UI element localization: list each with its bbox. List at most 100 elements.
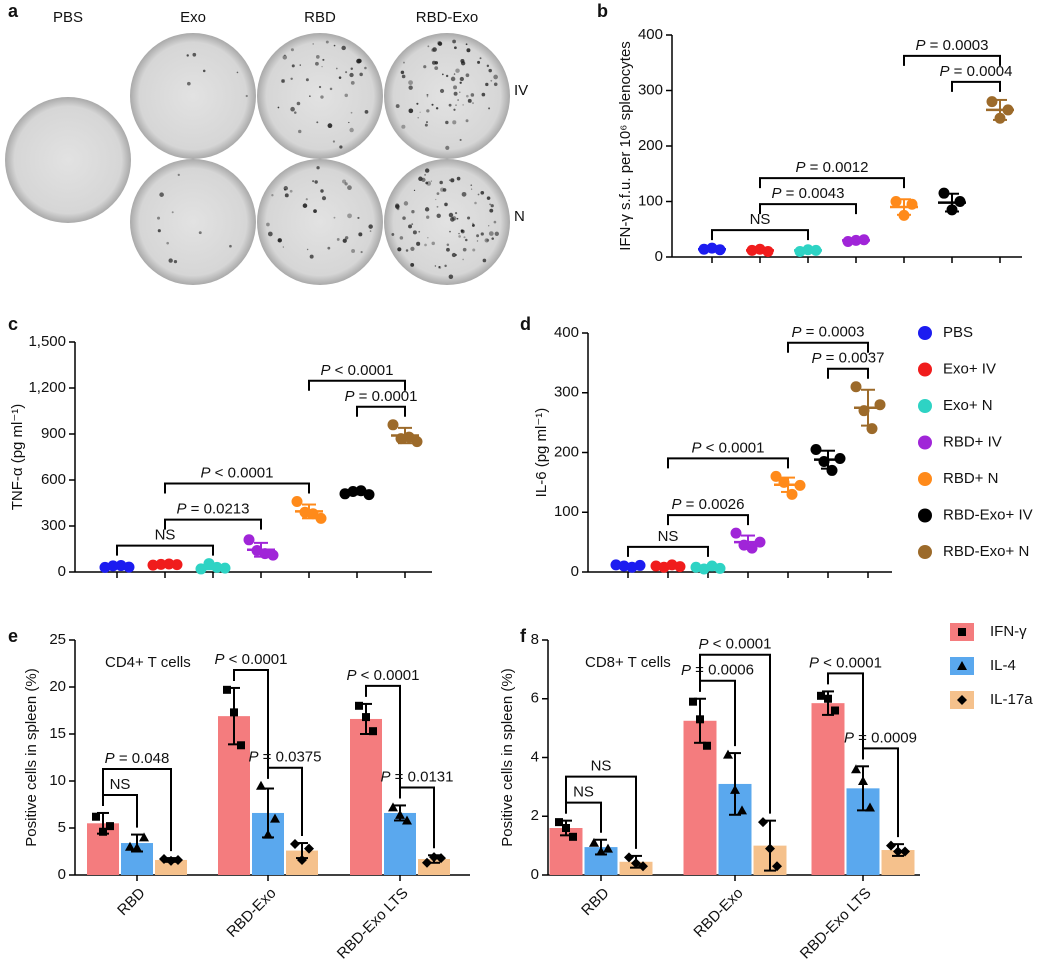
spot — [202, 69, 206, 73]
y-tick-label: 8 — [531, 631, 539, 648]
spot — [426, 121, 428, 124]
spot — [322, 58, 325, 61]
spot — [458, 232, 460, 235]
spot — [408, 108, 414, 114]
comparison-label: P < 0.0001 — [215, 651, 288, 668]
spot — [344, 236, 349, 240]
marker — [256, 780, 266, 790]
spot — [408, 224, 413, 229]
spot — [351, 249, 356, 253]
p-symbol: P — [345, 388, 355, 405]
bar — [350, 718, 382, 875]
row-label: N — [514, 208, 525, 225]
spot — [448, 274, 454, 280]
comparison-label: P < 0.0001 — [347, 667, 420, 684]
spot — [459, 81, 462, 84]
spot — [338, 76, 342, 79]
spot — [357, 216, 360, 220]
well — [257, 33, 383, 159]
spot — [424, 207, 430, 212]
spot — [327, 246, 331, 250]
spot — [454, 46, 457, 50]
spot — [467, 216, 471, 220]
spot — [488, 68, 492, 73]
marker — [603, 843, 613, 853]
spot — [456, 176, 461, 181]
p-symbol: P — [812, 350, 822, 367]
bracket — [759, 203, 857, 215]
p-symbol: P — [792, 324, 802, 341]
y-tick-label: 1,500 — [28, 333, 66, 350]
spot — [446, 247, 450, 252]
legend-label: Exo+ IV — [943, 360, 996, 377]
x-tick-label: RBD-Exo LTS — [797, 885, 875, 963]
legend-label: RBD+ IV — [943, 433, 1002, 450]
marker — [957, 695, 967, 705]
spot — [229, 244, 232, 248]
spot — [245, 94, 248, 98]
spot — [453, 85, 458, 90]
spot — [368, 224, 373, 229]
point — [810, 444, 822, 456]
spot — [442, 73, 444, 76]
bracket — [356, 405, 406, 417]
marker — [596, 846, 606, 856]
y-tick-label: 25 — [49, 631, 66, 648]
spot — [320, 189, 324, 193]
p-symbol: P — [916, 37, 926, 54]
spot — [423, 65, 427, 69]
p-symbol: P — [215, 651, 225, 668]
spot — [364, 66, 367, 70]
spot — [314, 180, 318, 184]
bracket — [699, 653, 771, 814]
spot — [173, 260, 178, 264]
bracket — [827, 367, 869, 379]
point — [850, 381, 862, 393]
p-symbol: P — [681, 662, 691, 679]
marker — [230, 708, 238, 717]
p-symbol: P — [249, 749, 259, 766]
spot — [341, 45, 346, 51]
bracket — [164, 518, 262, 530]
spot — [266, 222, 270, 227]
marker — [958, 628, 966, 636]
comparison-label: P = 0.0009 — [844, 729, 917, 746]
y-tick-label: 10 — [49, 772, 66, 789]
spot — [327, 123, 333, 129]
spot — [339, 145, 343, 149]
spot — [349, 127, 354, 133]
spot — [284, 54, 286, 56]
spot — [391, 233, 395, 236]
spot — [453, 73, 456, 75]
spot — [467, 98, 472, 103]
spot — [470, 184, 473, 187]
y-tick-label: 6 — [531, 690, 539, 707]
spot — [491, 237, 494, 240]
marker — [173, 854, 183, 865]
spot — [493, 82, 498, 87]
y-tick-label: 4 — [531, 748, 539, 765]
spot — [426, 109, 430, 113]
spot — [412, 230, 417, 235]
spot — [364, 110, 369, 114]
bracket — [667, 457, 789, 469]
bracket — [827, 672, 864, 760]
bracket — [233, 668, 269, 779]
spot — [490, 79, 493, 82]
spot — [318, 85, 322, 89]
spot — [402, 216, 406, 220]
spot — [425, 181, 429, 185]
comparison-label: P = 0.048 — [105, 750, 170, 767]
well — [257, 159, 383, 285]
spot — [453, 108, 456, 111]
p-symbol: P — [321, 362, 331, 379]
point — [267, 549, 279, 561]
spot — [309, 254, 314, 259]
marker — [886, 840, 896, 851]
spot — [401, 74, 406, 79]
spot — [400, 70, 405, 75]
bracket — [565, 775, 637, 849]
column-label: PBS — [53, 9, 83, 26]
spot — [424, 243, 427, 247]
spot — [290, 48, 294, 52]
